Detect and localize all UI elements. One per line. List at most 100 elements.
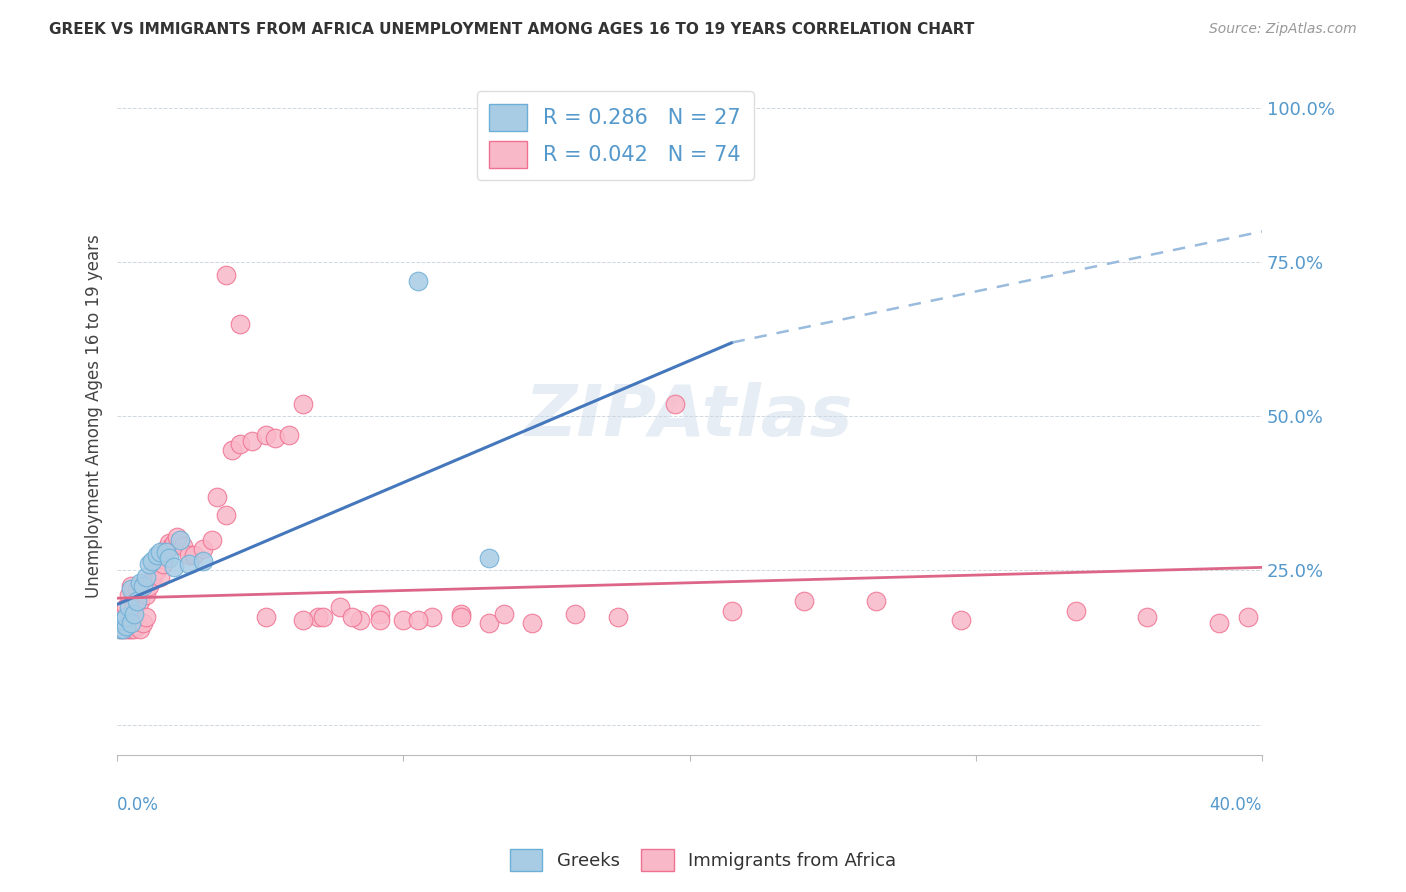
Point [450,609,472,624]
Point [129,622,152,636]
Point [664,397,686,411]
Point [166,530,188,544]
Point [215,268,238,282]
Point [370,607,392,621]
Point [183,548,205,562]
Point [132,579,155,593]
Point [114,619,136,633]
Point [149,569,172,583]
Point [793,594,815,608]
Point [124,600,146,615]
Point [114,622,136,636]
Point [721,603,744,617]
Point [121,622,143,636]
Point [129,575,152,590]
Point [111,622,134,636]
Point [152,558,174,572]
Point [406,274,429,288]
Point [117,600,139,615]
Point [172,539,194,553]
Point [163,560,186,574]
Point [450,607,472,621]
Point [277,428,299,442]
Point [138,579,160,593]
Point [157,535,180,549]
Point [1064,603,1087,617]
Point [127,582,149,596]
Point [111,609,134,624]
Point [160,539,183,553]
Point [108,622,131,636]
Point [114,600,136,615]
Point [240,434,263,448]
Point [121,615,143,630]
Point [135,609,157,624]
Point [950,613,973,627]
Legend: R = 0.286   N = 27, R = 0.042   N = 74: R = 0.286 N = 27, R = 0.042 N = 74 [477,91,754,180]
Point [221,443,243,458]
Point [254,428,277,442]
Point [117,622,139,636]
Point [163,535,186,549]
Point [143,566,166,581]
Point [520,615,543,630]
Point [207,490,229,504]
Point [121,579,143,593]
Point [865,594,887,608]
Legend: Greeks, Immigrants from Africa: Greeks, Immigrants from Africa [502,842,904,879]
Point [191,541,214,556]
Point [492,607,515,621]
Point [229,317,252,331]
Point [191,554,214,568]
Point [229,437,252,451]
Point [292,397,315,411]
Point [108,613,131,627]
Point [124,622,146,636]
Point [141,573,163,587]
Point [177,558,200,572]
Point [124,607,146,621]
Point [201,533,224,547]
Point [149,545,172,559]
Point [607,609,630,624]
Point [114,609,136,624]
Text: GREEK VS IMMIGRANTS FROM AFRICA UNEMPLOYMENT AMONG AGES 16 TO 19 YEARS CORRELATI: GREEK VS IMMIGRANTS FROM AFRICA UNEMPLOY… [49,22,974,37]
Point [155,541,177,556]
Point [406,613,429,627]
Text: 40.0%: 40.0% [1209,796,1263,814]
Point [1208,615,1230,630]
Point [146,548,169,562]
Point [155,545,177,559]
Point [1236,609,1258,624]
Text: ZIPAtlas: ZIPAtlas [526,382,853,450]
Point [478,615,501,630]
Point [478,551,501,566]
Point [127,619,149,633]
Point [564,607,586,621]
Point [707,101,730,115]
Point [292,613,315,627]
Point [307,609,329,624]
Point [129,594,152,608]
Text: 0.0%: 0.0% [117,796,159,814]
Point [263,431,285,445]
Y-axis label: Unemployment Among Ages 16 to 19 years: Unemployment Among Ages 16 to 19 years [86,235,103,599]
Point [111,622,134,636]
Point [1136,609,1159,624]
Point [312,609,335,624]
Point [215,508,238,522]
Point [132,615,155,630]
Point [121,582,143,596]
Point [177,548,200,562]
Point [349,613,371,627]
Point [127,594,149,608]
Point [329,600,352,615]
Point [392,613,415,627]
Point [135,569,157,583]
Point [146,564,169,578]
Point [678,101,700,115]
Text: Source: ZipAtlas.com: Source: ZipAtlas.com [1209,22,1357,37]
Point [340,609,363,624]
Point [169,533,191,547]
Point [117,588,139,602]
